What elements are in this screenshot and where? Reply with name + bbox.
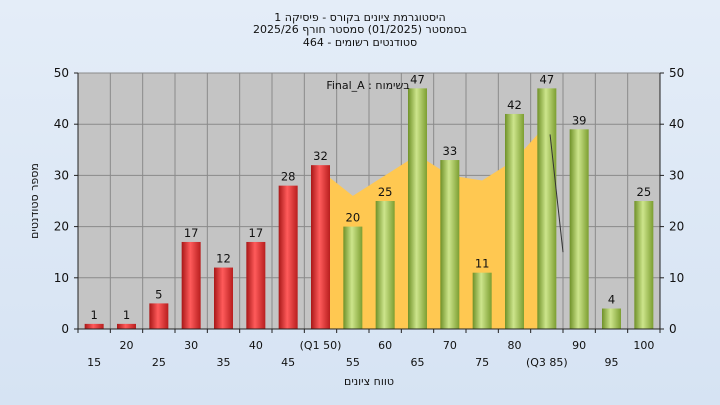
bar-value-label: 1 — [123, 308, 130, 322]
bar — [343, 226, 363, 329]
bar — [311, 165, 330, 329]
y-tick-label: 20 — [54, 220, 69, 234]
x-tick-label: 35 — [217, 356, 231, 369]
bar-value-label: 47 — [540, 72, 555, 86]
x-tick-label: (Q3 85) — [526, 356, 568, 369]
bar-value-label: 1 — [91, 308, 98, 322]
bar — [634, 201, 654, 329]
x-tick-label: 75 — [475, 356, 489, 369]
bar — [149, 303, 169, 329]
bar-value-label: 42 — [507, 98, 522, 112]
x-tick-label: 70 — [443, 339, 457, 352]
y-tick-label-right: 50 — [669, 66, 684, 80]
x-tick-label: 90 — [572, 339, 586, 352]
y-tick-label: 0 — [61, 322, 69, 336]
bars — [84, 88, 654, 330]
bar-value-label: 12 — [216, 252, 231, 266]
y-tick-label-right: 30 — [669, 168, 684, 182]
bar — [117, 323, 136, 329]
bar-value-label: 11 — [475, 257, 490, 271]
x-tick-label: 30 — [184, 339, 198, 352]
bar — [569, 129, 589, 329]
bar — [181, 241, 201, 329]
x-tick-label: 55 — [346, 356, 360, 369]
bar-value-label: 17 — [249, 226, 264, 240]
x-tick-label: 65 — [411, 356, 425, 369]
chart-title-line3: 464 - סטודנטים רשומים — [302, 36, 418, 49]
bar — [214, 267, 233, 329]
bar-value-label: 39 — [572, 113, 587, 127]
bar-value-label: 25 — [378, 185, 393, 199]
bar-value-label: 4 — [608, 293, 615, 307]
bar-value-label: 17 — [184, 226, 199, 240]
x-tick-label: (Q1 50) — [300, 339, 342, 352]
bar-value-label: 25 — [637, 185, 652, 199]
y-tick-label: 40 — [54, 117, 69, 131]
y-tick-label: 10 — [54, 271, 69, 285]
bar-value-label: 5 — [155, 287, 162, 301]
bar-value-label: 33 — [443, 144, 458, 158]
annotation-note: Final_A : בשימוח — [326, 79, 409, 92]
y-tick-label-right: 40 — [669, 117, 684, 131]
bar — [440, 160, 460, 329]
bar-value-label: 20 — [346, 211, 361, 225]
x-tick-label: 60 — [378, 339, 392, 352]
y-tick-label-right: 10 — [669, 271, 684, 285]
axes: 0 0 10 10 20 20 30 30 40 40 50 50 20 30 40 (Q1 50) 60 70 8… — [54, 66, 685, 369]
bar — [537, 88, 557, 329]
bar — [375, 201, 395, 329]
x-tick-label: 40 — [249, 339, 263, 352]
annotation-pointer-line — [549, 134, 564, 253]
bar — [505, 113, 524, 330]
bar — [246, 241, 266, 329]
x-axis-title: טווח ציונים — [344, 375, 394, 388]
y-tick-label-right: 20 — [669, 220, 684, 234]
bar-value-label: 32 — [313, 149, 328, 163]
bar — [278, 185, 298, 329]
x-tick-label: 45 — [281, 356, 295, 369]
x-tick-label: 25 — [152, 356, 166, 369]
bar — [472, 272, 492, 329]
bar — [84, 323, 104, 329]
bar-value-label: 28 — [281, 170, 296, 184]
bar — [602, 308, 621, 329]
x-tick-label: 20 — [120, 339, 134, 352]
chart-title-line2: בסמסטר (01/2025) סמסטר חורף 2025/26 — [253, 23, 467, 36]
x-tick-label: 15 — [87, 356, 101, 369]
x-tick-label: 80 — [508, 339, 522, 352]
bar-value-label: 47 — [410, 72, 425, 86]
bar — [408, 88, 427, 329]
chart-title-line1: היסטוגרמת ציונים בקורס - פיסיקה 1 — [274, 11, 446, 24]
y-tick-label: 30 — [54, 168, 69, 182]
y-tick-label: 50 — [54, 66, 69, 80]
x-tick-label: 95 — [605, 356, 619, 369]
y-tick-label-right: 0 — [669, 322, 677, 336]
y-axis-title: מספר סטודנטים — [28, 163, 41, 239]
x-tick-label: 100 — [633, 339, 654, 352]
